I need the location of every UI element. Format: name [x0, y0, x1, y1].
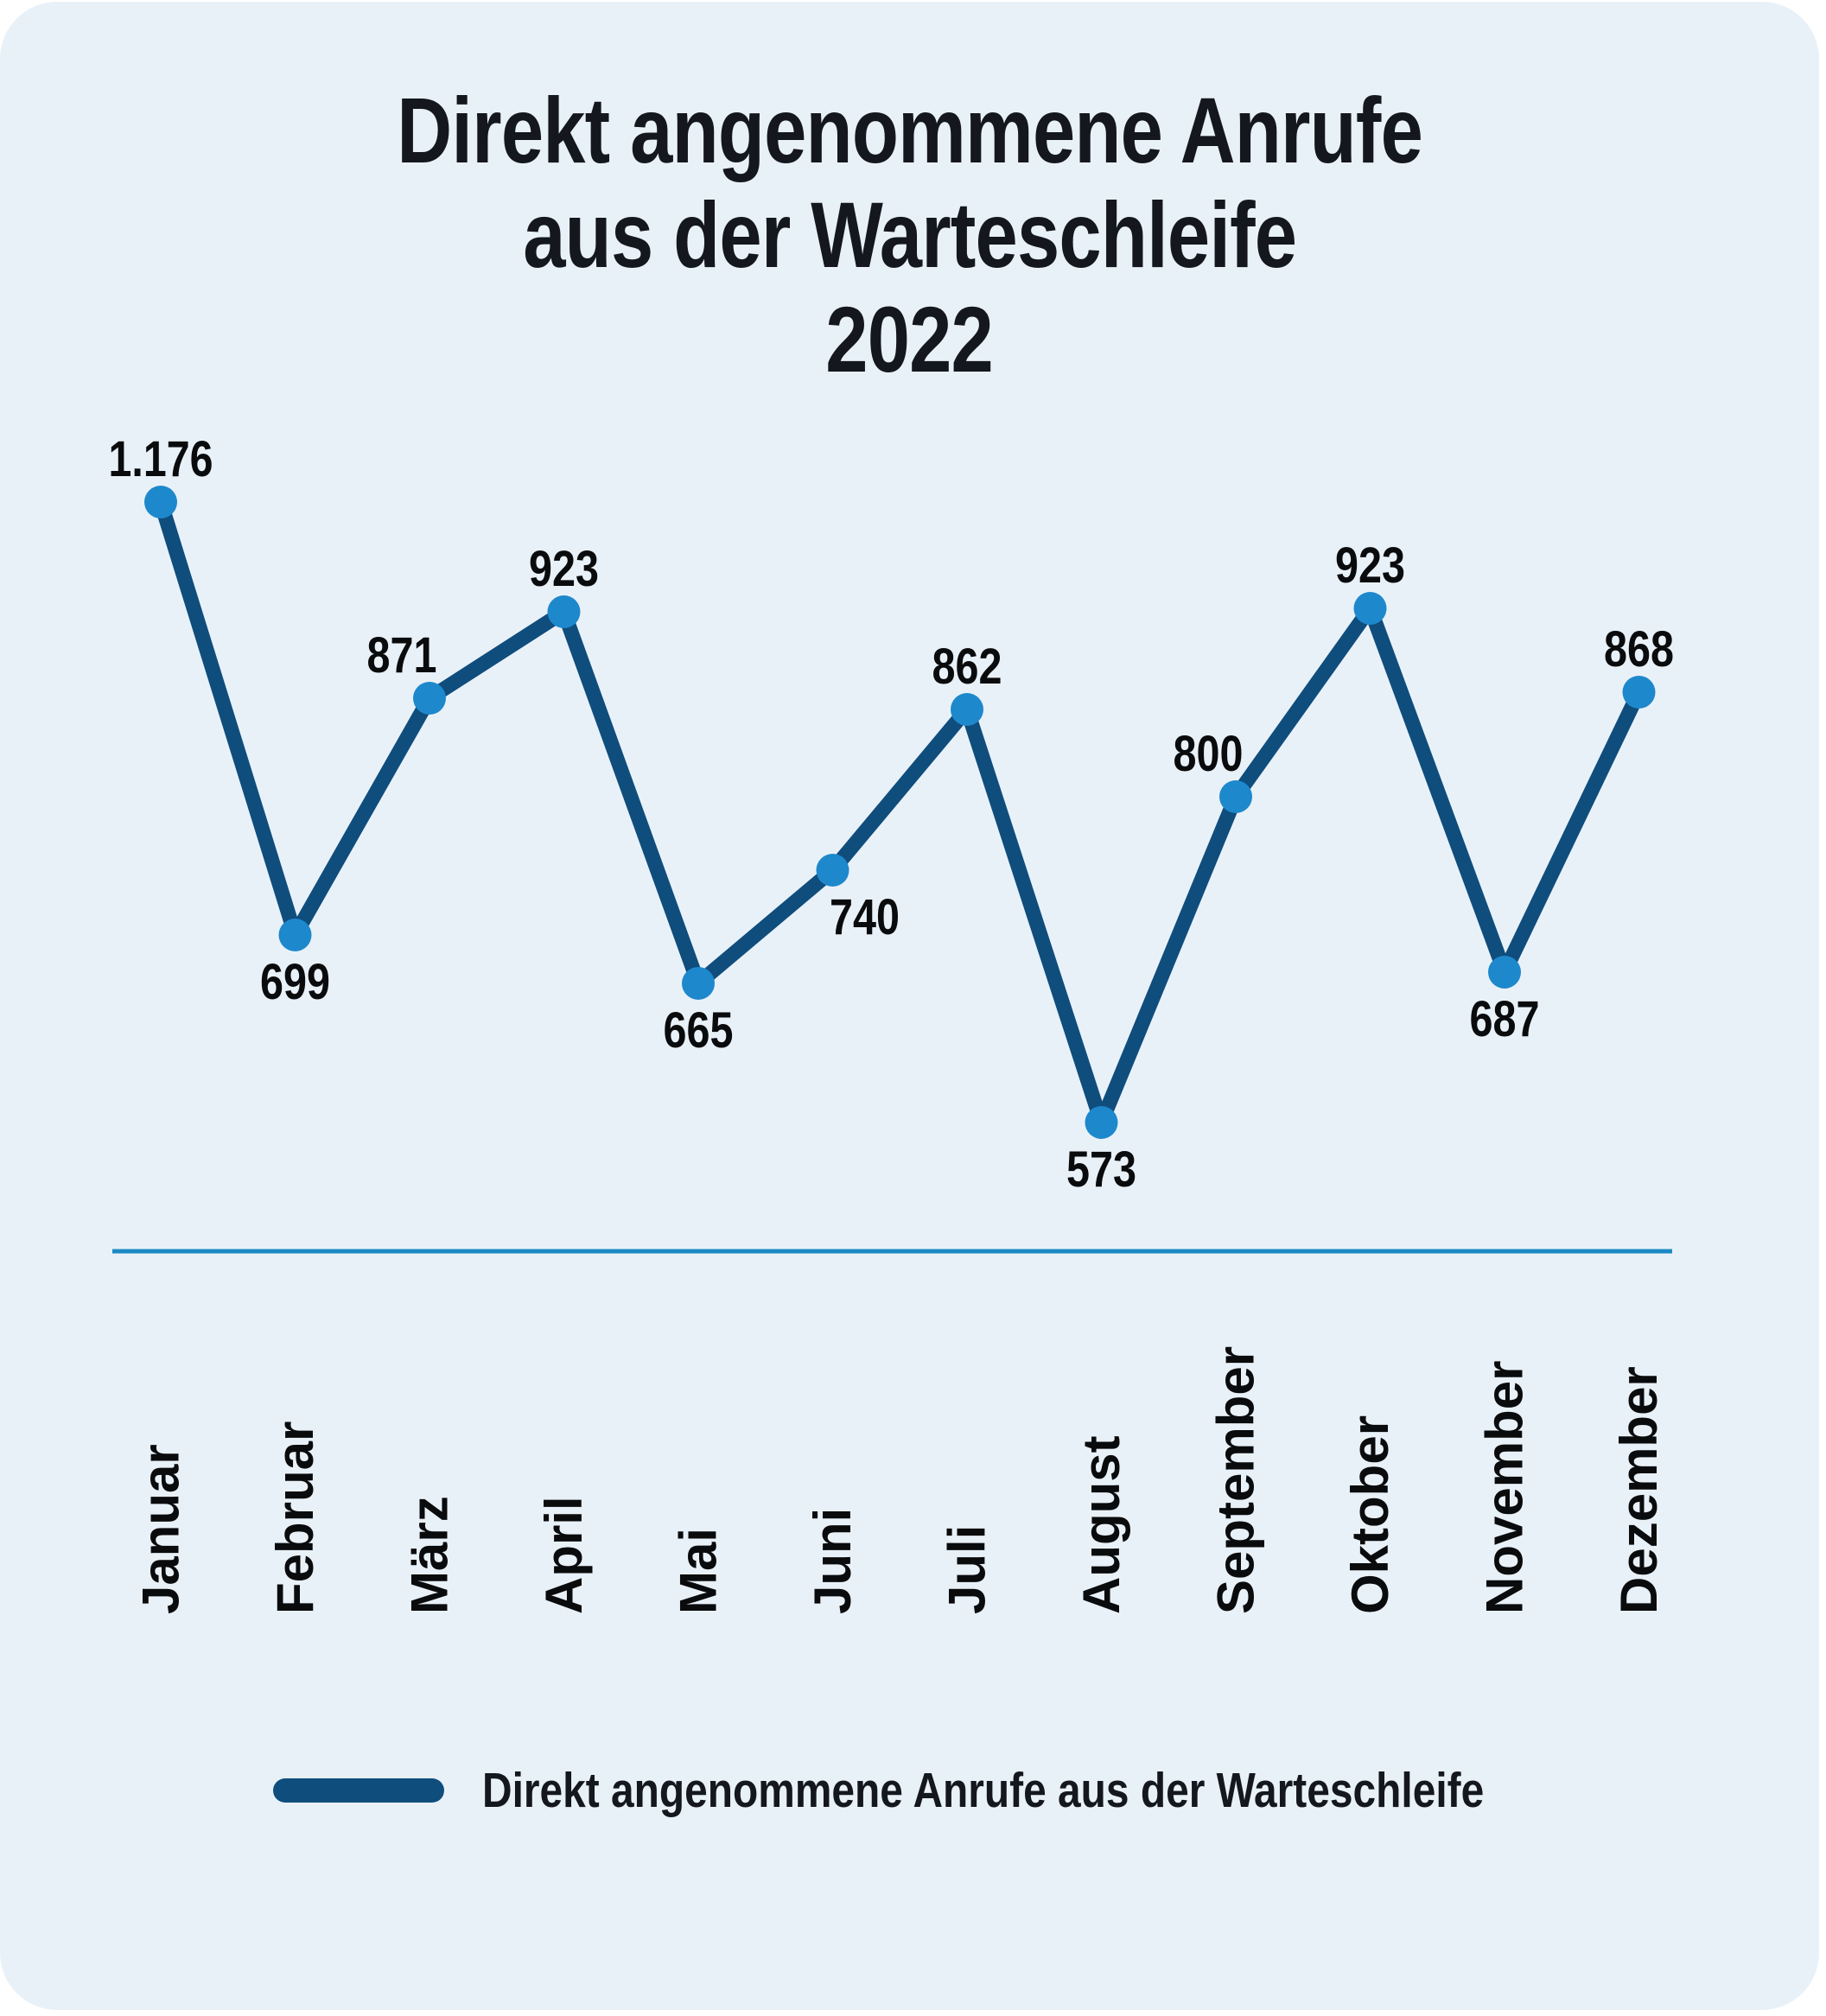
data-point-marker [951, 693, 983, 726]
data-point-label: 740 [830, 889, 900, 945]
title-line-2: aus der Warteschleife [523, 182, 1297, 287]
data-point-marker [278, 919, 312, 951]
data-point-label: 862 [932, 639, 1002, 695]
data-point-marker [1085, 1106, 1118, 1139]
title-line-1: Direkt angenommene Anrufe [397, 78, 1423, 182]
data-point-marker [1488, 956, 1521, 989]
x-axis-label: März [401, 1496, 459, 1614]
data-point-label: 923 [529, 541, 599, 597]
data-point-label: 800 [1174, 726, 1244, 782]
data-point-marker [682, 967, 715, 1000]
data-point-marker [816, 854, 849, 887]
series-line [153, 494, 1646, 1130]
x-axis-label: November [1476, 1361, 1534, 1614]
data-point-label: 699 [260, 954, 330, 1010]
x-axis-label: Januar [132, 1444, 190, 1614]
x-axis-label: September [1207, 1346, 1265, 1614]
data-point-marker [144, 486, 177, 518]
legend-line-swatch [273, 1778, 444, 1803]
data-point-marker [413, 682, 446, 715]
data-point-label: 687 [1470, 991, 1540, 1047]
x-axis-label: Juli [938, 1525, 996, 1614]
data-point-marker [1219, 780, 1252, 813]
x-axis-label: April [535, 1496, 593, 1614]
x-axis-label: Oktober [1341, 1415, 1399, 1614]
data-point-label: 1.176 [109, 431, 213, 487]
data-point-label: 573 [1066, 1142, 1136, 1198]
legend: Direkt angenommene Anrufe aus der Wartes… [273, 1763, 1675, 1818]
legend-label: Direkt angenommene Anrufe aus der Wartes… [482, 1763, 1485, 1818]
x-axis-label: Februar [266, 1421, 324, 1614]
x-axis-label: Mai [670, 1528, 728, 1614]
data-point-marker [1622, 676, 1656, 709]
data-point-marker [547, 595, 581, 628]
data-point-label: 868 [1604, 621, 1674, 677]
x-axis-label: Dezember [1610, 1366, 1668, 1614]
x-axis-label: Juni [804, 1508, 862, 1614]
data-point-label: 923 [1335, 537, 1405, 594]
data-point-label: 665 [664, 1002, 734, 1059]
x-axis-label: August [1072, 1435, 1130, 1614]
data-point-label: 871 [367, 627, 437, 684]
title-line-3: 2022 [825, 287, 995, 391]
page-title: Direkt angenommene Anrufe aus der Wartes… [0, 78, 1819, 391]
data-point-marker [1353, 592, 1387, 625]
